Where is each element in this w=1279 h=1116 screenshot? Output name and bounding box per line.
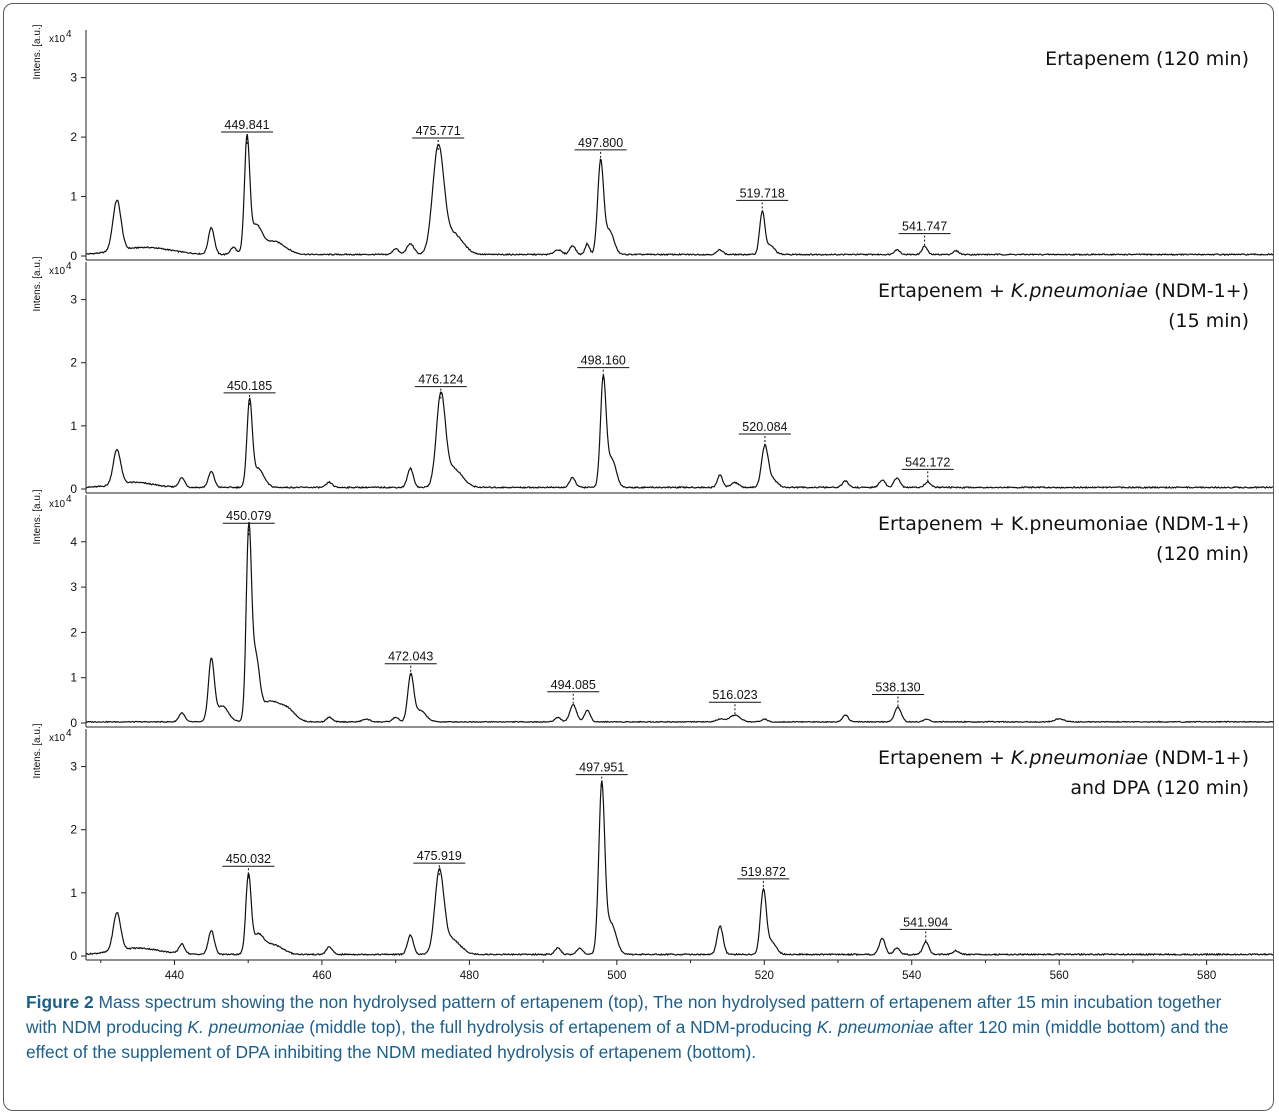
panel-title-part-3-1-1: Ertapenem + K.pneumoniae (NDM-1+): [878, 513, 1249, 535]
peak-label-1-1: 475.771: [416, 124, 461, 138]
y-tick-label-1-2: 2: [70, 130, 77, 144]
spectrum-trace-3: [85, 521, 1274, 724]
peak-label-2-2: 498.160: [581, 354, 626, 368]
panel-title-part-4-1-1: Ertapenem +: [878, 747, 1011, 769]
y-tick-label-3-4: 4: [70, 535, 77, 549]
panel-title-2-line-2: (15 min): [1168, 310, 1249, 332]
y-tick-label-3-2: 2: [70, 625, 77, 639]
y-axis-label-2: Intens. [a.u.]: [32, 256, 43, 311]
peak-label-2-3: 520.084: [742, 420, 787, 434]
peak-label-1-0: 449.841: [224, 118, 269, 132]
y-tick-label-4-0: 0: [70, 949, 77, 963]
peak-label-4-2: 497.951: [579, 761, 624, 775]
peak-label-1-3: 519.718: [740, 186, 785, 200]
caption-text-2: (middle top), the full hydrolysis of ert…: [304, 1017, 817, 1037]
caption-italic-1: K. pneumoniae: [187, 1017, 305, 1037]
panel-title-part-2-1-2: K.pneumoniae: [1011, 280, 1148, 302]
y-multiplier-4: x10: [49, 733, 66, 744]
peak-label-3-3: 516.023: [712, 688, 757, 702]
peak-label-2-4: 542.172: [905, 455, 950, 469]
panel-title-part-2-2-1: (15 min): [1168, 310, 1249, 332]
peak-label-1-2: 497.800: [578, 136, 623, 150]
spectrum-trace-1: [85, 133, 1274, 257]
panel-title-3-line-1: Ertapenem + K.pneumoniae (NDM-1+): [878, 513, 1249, 535]
y-tick-label-4-1: 1: [70, 886, 77, 900]
y-multiplier-exp-1: 4: [66, 29, 72, 40]
caption-italic-2: K. pneumoniae: [816, 1017, 934, 1037]
y-multiplier-3: x10: [49, 499, 66, 510]
panel-title-2-line-1: Ertapenem + K.pneumoniae (NDM-1+): [878, 280, 1249, 302]
y-axis-label-1: Intens. [a.u.]: [32, 24, 43, 79]
y-tick-label-3-1: 1: [70, 671, 77, 685]
y-tick-label-2-2: 2: [70, 356, 77, 370]
peak-label-4-1: 475.919: [417, 849, 462, 863]
peak-label-2-1: 476.124: [418, 373, 463, 387]
figure-caption: Figure 2 Mass spectrum showing the non h…: [26, 990, 1256, 1065]
y-tick-label-1-3: 3: [70, 71, 77, 85]
y-tick-label-2-0: 0: [70, 482, 77, 496]
x-tick-label-6: 560: [1050, 970, 1069, 982]
caption-label: Figure 2: [26, 992, 94, 1012]
panel-title-1-line-1: Ertapenem (120 min): [1045, 48, 1249, 70]
peak-label-4-0: 450.032: [226, 852, 271, 866]
panel-title-part-4-1-3: (NDM-1+): [1148, 747, 1249, 769]
y-tick-label-2-3: 3: [70, 293, 77, 307]
peak-label-3-2: 494.085: [551, 678, 596, 692]
peak-label-4-4: 541.904: [903, 915, 948, 929]
y-tick-label-2-1: 1: [70, 419, 77, 433]
peak-label-3-4: 538.130: [875, 681, 920, 695]
x-tick-label-3: 500: [607, 970, 626, 982]
y-tick-label-1-0: 0: [70, 249, 77, 263]
x-tick-label-5: 540: [902, 970, 921, 982]
x-tick-label-0: 440: [165, 970, 184, 982]
spectrum-trace-4: [85, 780, 1274, 957]
x-tick-label-4: 520: [755, 970, 774, 982]
y-axis-label-3: Intens. [a.u.]: [32, 489, 43, 544]
y-tick-label-3-3: 3: [70, 580, 77, 594]
caption-text-1: Mass spectrum showing the non hydrolysed…: [26, 992, 1222, 1037]
x-tick-label-1: 460: [312, 970, 331, 982]
peak-label-1-4: 541.747: [902, 220, 947, 234]
y-tick-label-1-1: 1: [70, 190, 77, 204]
panel-title-3-line-2: (120 min): [1156, 543, 1249, 565]
panel-title-part-3-2-1: (120 min): [1156, 543, 1249, 565]
y-multiplier-exp-3: 4: [66, 494, 72, 505]
x-tick-label-7: 580: [1197, 970, 1216, 982]
panel-title-part-4-1-2: K.pneumoniae: [1011, 747, 1148, 769]
panel-title-part-4-2-1: and DPA (120 min): [1070, 777, 1249, 799]
peak-label-2-0: 450.185: [227, 379, 272, 393]
peak-label-3-0: 450.079: [226, 509, 271, 523]
y-multiplier-1: x10: [49, 34, 66, 45]
spectrum-trace-2: [86, 374, 1274, 490]
y-multiplier-exp-4: 4: [66, 728, 72, 739]
y-tick-label-4-3: 3: [70, 760, 77, 774]
peak-label-4-3: 519.872: [741, 865, 786, 879]
y-tick-label-3-0: 0: [70, 716, 77, 730]
figure-frame: [3, 3, 1274, 1111]
panel-title-part-2-1-1: Ertapenem +: [878, 280, 1011, 302]
peak-label-3-1: 472.043: [388, 650, 433, 664]
y-tick-label-4-2: 2: [70, 823, 77, 837]
caption-text-3: after 120 min (middle bottom) and the ef…: [26, 1017, 1229, 1062]
y-multiplier-2: x10: [49, 266, 66, 277]
panel-title-4-line-1: Ertapenem + K.pneumoniae (NDM-1+): [878, 747, 1249, 769]
y-axis-label-4: Intens. [a.u.]: [32, 723, 43, 778]
panel-title-part-2-1-3: (NDM-1+): [1148, 280, 1249, 302]
x-tick-label-2: 480: [460, 970, 479, 982]
panel-title-4-line-2: and DPA (120 min): [1070, 777, 1249, 799]
panel-title-part-1-1-1: Ertapenem (120 min): [1045, 48, 1249, 70]
y-multiplier-exp-2: 4: [66, 261, 72, 272]
